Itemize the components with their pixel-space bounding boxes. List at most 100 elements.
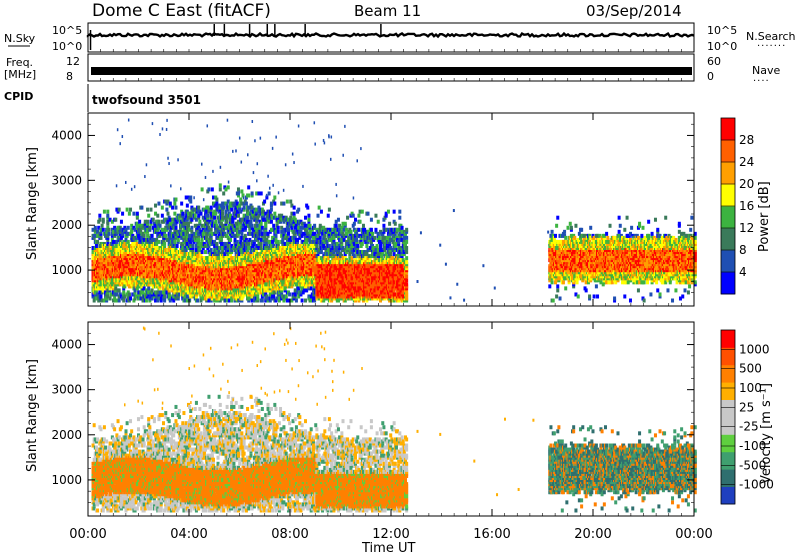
scatter-cell xyxy=(93,245,97,250)
scatter-cell xyxy=(172,264,176,269)
scatter-cell xyxy=(150,290,154,295)
scatter-cell xyxy=(108,296,112,301)
scatter-cell xyxy=(93,288,97,293)
scatter-cell xyxy=(144,227,148,232)
scatter-cell xyxy=(148,250,152,255)
scatter-cell xyxy=(143,229,147,234)
scatter-cell xyxy=(167,254,171,259)
scatter-cell xyxy=(100,272,104,277)
scatter-cell xyxy=(167,223,171,228)
scatter-cell xyxy=(135,211,139,216)
scatter-cell xyxy=(94,278,98,283)
scatter-cell xyxy=(140,282,144,287)
scatter-cell xyxy=(134,264,138,269)
scatter-cell xyxy=(144,270,148,275)
scatter-cell xyxy=(118,252,122,257)
scatter-cell xyxy=(116,256,120,261)
scatter-cell xyxy=(167,290,171,295)
scatter-cell xyxy=(101,256,105,261)
freq-tick-bottom-left: 8 xyxy=(66,70,73,83)
scatter-cell xyxy=(168,201,172,206)
scatter-cell xyxy=(172,258,176,263)
scatter-cell xyxy=(141,298,145,303)
scatter-cell xyxy=(163,298,167,303)
scatter-cell xyxy=(94,276,98,281)
scatter-cell xyxy=(123,225,127,230)
scatter-cell xyxy=(276,229,280,234)
scatter-cell xyxy=(143,219,147,224)
scatter-cell xyxy=(288,292,292,297)
scatter-cell xyxy=(138,223,142,228)
scatter-cell xyxy=(115,278,119,283)
scatter-cell xyxy=(98,213,102,218)
scatter-cell xyxy=(140,280,144,285)
scatter-cell xyxy=(164,233,168,238)
scatter-cell xyxy=(111,268,115,273)
scatter-cell xyxy=(167,256,171,261)
scatter-cell xyxy=(158,290,162,295)
scatter-cell xyxy=(122,239,126,244)
noise-frame xyxy=(87,22,695,53)
scatter-cell xyxy=(124,229,128,234)
scatter-cell xyxy=(92,280,96,285)
scatter-cell xyxy=(106,294,110,299)
scatter-cell xyxy=(122,290,126,295)
scatter-cell xyxy=(110,254,114,259)
scatter-cell xyxy=(106,229,110,234)
noise-tick-bottom-right: 10^0 xyxy=(707,40,737,53)
scatter-cell xyxy=(149,207,153,212)
scatter-cell xyxy=(149,235,153,240)
scatter-cell xyxy=(166,294,170,299)
scatter-cell xyxy=(100,286,104,291)
scatter-cell xyxy=(115,231,119,236)
scatter-cell xyxy=(96,233,100,238)
scatter-cell xyxy=(123,294,127,299)
scatter-cell xyxy=(107,284,111,289)
scatter-cell xyxy=(115,248,119,253)
scatter-cell xyxy=(250,223,254,228)
scatter-cell xyxy=(147,288,151,293)
scatter-cell xyxy=(307,213,311,218)
scatter-cell xyxy=(93,225,97,230)
scatter-cell xyxy=(146,266,150,271)
scatter-cell xyxy=(91,227,95,232)
scatter-cell xyxy=(110,231,114,236)
scatter-cell xyxy=(99,296,103,301)
scatter-cell xyxy=(118,237,122,242)
scatter-cell xyxy=(276,239,280,244)
scatter-cell xyxy=(191,243,195,248)
scatter-cell xyxy=(193,213,197,218)
scatter-cell xyxy=(101,276,105,281)
scatter-cell xyxy=(148,290,152,295)
scatter-cell xyxy=(161,256,165,261)
scatter-cell xyxy=(168,286,172,291)
cpid-value: twofsound 3501 xyxy=(92,93,201,107)
scatter-cell xyxy=(169,284,173,289)
scatter-cell xyxy=(113,233,117,238)
scatter-cell xyxy=(117,288,121,293)
scatter-cell xyxy=(151,217,155,222)
scatter-cell xyxy=(127,278,131,283)
scatter-cell xyxy=(147,286,151,291)
scatter-cell xyxy=(152,237,156,242)
scatter-cell xyxy=(102,209,106,214)
scatter-cell xyxy=(236,213,240,218)
scatter-cell xyxy=(167,296,171,301)
scatter-cell xyxy=(131,241,135,246)
scatter-cell xyxy=(174,221,178,226)
scatter-cell xyxy=(118,274,122,279)
scatter-cell xyxy=(111,239,115,244)
scatter-cell xyxy=(141,264,145,269)
scatter-cell xyxy=(127,298,131,303)
scatter-cell xyxy=(119,219,123,224)
scatter-cell xyxy=(121,254,125,259)
scatter-cell xyxy=(292,211,296,216)
scatter-cell xyxy=(197,205,201,210)
scatter-cell xyxy=(169,245,173,250)
scatter-cell xyxy=(168,243,172,248)
scatter-cell xyxy=(168,248,172,253)
scatter-cell xyxy=(121,268,125,273)
scatter-cell xyxy=(240,189,244,194)
scatter-cell xyxy=(173,239,177,244)
